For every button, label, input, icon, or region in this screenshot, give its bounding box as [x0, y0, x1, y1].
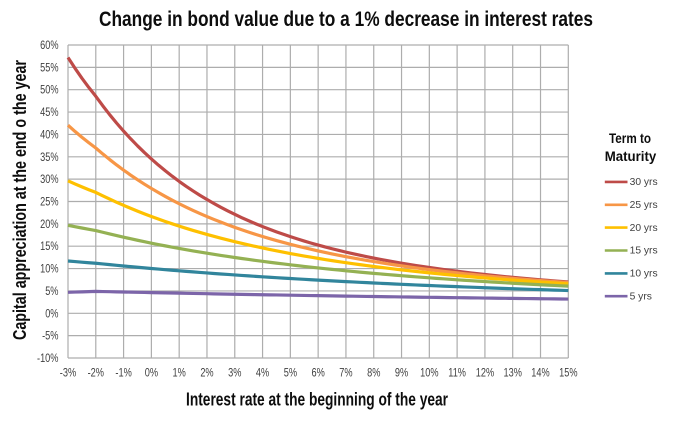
svg-text:30 yrs: 30 yrs	[630, 177, 658, 188]
svg-text:55%: 55%	[40, 62, 58, 74]
svg-text:Interest rate at the beginning: Interest rate at the beginning of the ye…	[186, 389, 448, 410]
svg-text:11%: 11%	[448, 367, 466, 379]
svg-text:-10%: -10%	[37, 353, 59, 365]
svg-text:10%: 10%	[420, 367, 438, 379]
svg-text:Term to: Term to	[609, 130, 651, 146]
svg-text:10%: 10%	[40, 264, 58, 276]
svg-text:Capital appreciation at the en: Capital appreciation at the end o the ye…	[9, 60, 30, 340]
svg-text:9%: 9%	[395, 367, 408, 379]
svg-text:2%: 2%	[200, 367, 213, 379]
svg-text:-5%: -5%	[42, 331, 58, 343]
svg-text:-1%: -1%	[115, 367, 131, 379]
svg-text:25 yrs: 25 yrs	[630, 200, 658, 211]
svg-text:0%: 0%	[145, 367, 158, 379]
svg-text:10 yrs: 10 yrs	[630, 269, 658, 280]
svg-text:40%: 40%	[40, 129, 58, 141]
svg-text:45%: 45%	[40, 107, 58, 119]
svg-text:5%: 5%	[284, 367, 297, 379]
svg-text:15%: 15%	[40, 241, 58, 253]
svg-text:14%: 14%	[531, 367, 549, 379]
svg-text:60%: 60%	[40, 40, 58, 52]
svg-text:4%: 4%	[256, 367, 269, 379]
svg-text:5 yrs: 5 yrs	[630, 291, 652, 302]
svg-text:7%: 7%	[339, 367, 352, 379]
svg-text:Maturity: Maturity	[605, 148, 657, 164]
svg-text:-2%: -2%	[88, 367, 104, 379]
svg-text:35%: 35%	[40, 152, 58, 164]
svg-text:50%: 50%	[40, 85, 58, 97]
svg-text:20 yrs: 20 yrs	[630, 223, 658, 234]
svg-text:13%: 13%	[504, 367, 522, 379]
svg-text:15 yrs: 15 yrs	[630, 246, 658, 257]
svg-text:3%: 3%	[228, 367, 241, 379]
svg-text:25%: 25%	[40, 197, 58, 209]
svg-text:Change in bond value due to a: Change in bond value due to a 1% decreas…	[99, 8, 593, 31]
svg-text:30%: 30%	[40, 174, 58, 186]
svg-text:12%: 12%	[476, 367, 494, 379]
svg-text:5%: 5%	[45, 286, 58, 298]
svg-text:20%: 20%	[40, 219, 58, 231]
svg-text:0%: 0%	[45, 308, 58, 320]
svg-text:-3%: -3%	[60, 367, 76, 379]
svg-text:8%: 8%	[367, 367, 380, 379]
svg-text:15%: 15%	[559, 367, 577, 379]
svg-text:1%: 1%	[173, 367, 186, 379]
svg-text:6%: 6%	[312, 367, 325, 379]
